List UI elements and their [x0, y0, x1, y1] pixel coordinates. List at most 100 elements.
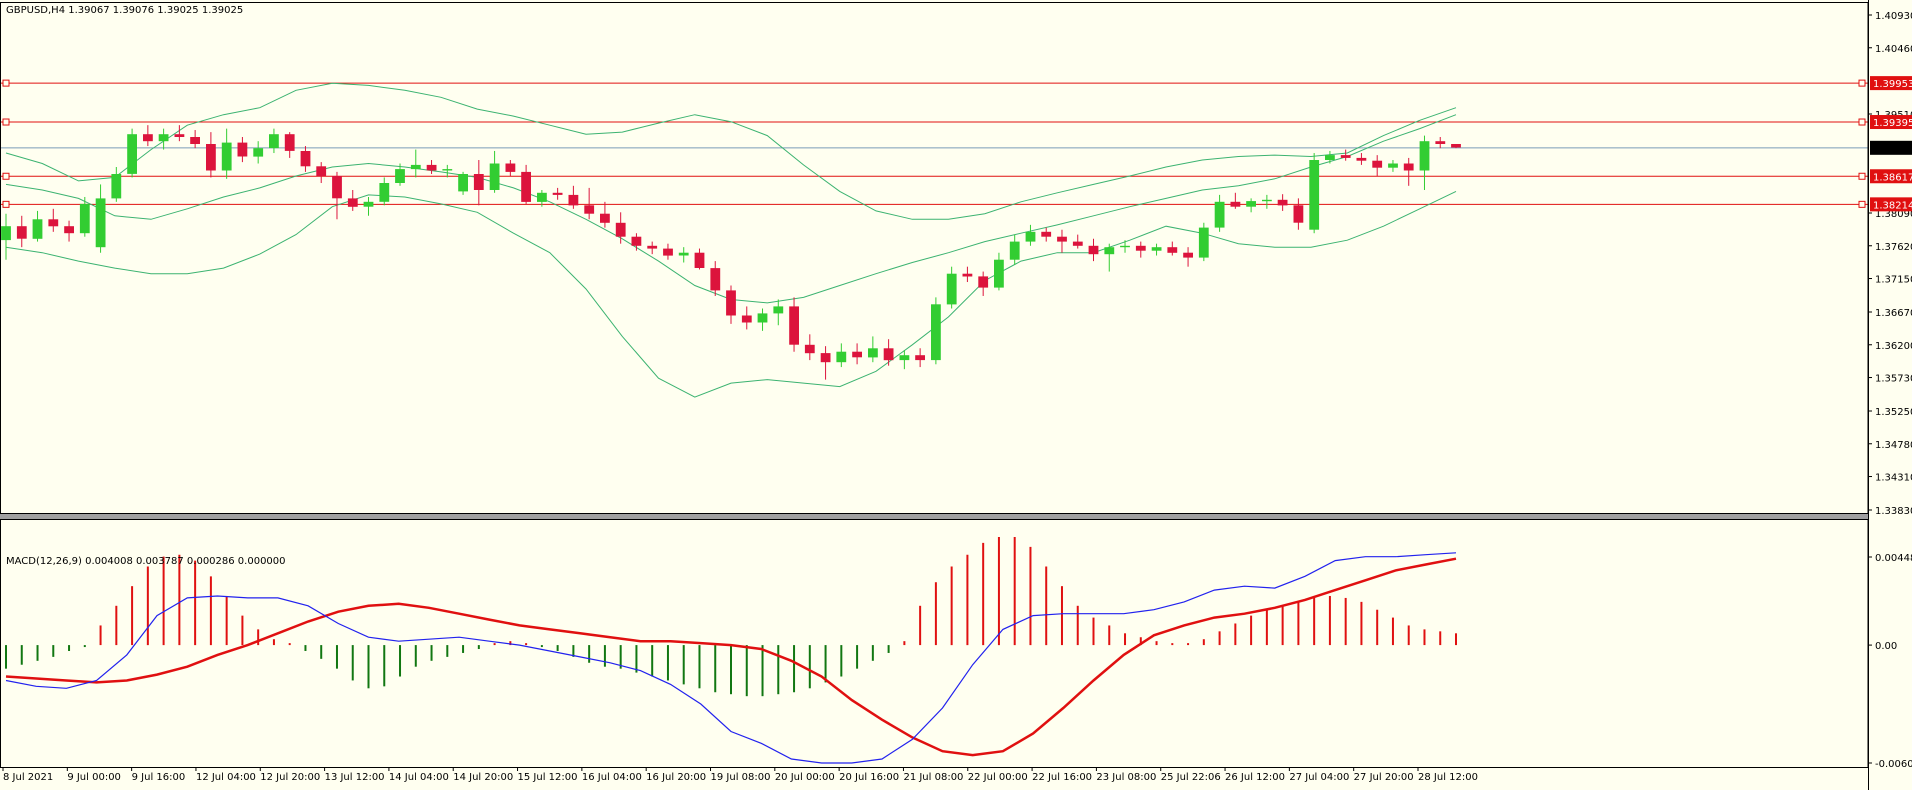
level-price-label: 1.38617 [1873, 172, 1912, 183]
price-tick-label: 1.37620 [1875, 242, 1912, 253]
candle-body [915, 355, 925, 361]
candle [79, 196, 90, 237]
candle [143, 125, 153, 147]
candle-body [568, 194, 579, 206]
candle [584, 187, 595, 220]
price-tags: 1.39953 1.39395 1.38617 1.38214 [1870, 76, 1912, 212]
candle-body [269, 134, 279, 149]
candle-body [1372, 160, 1383, 168]
candle [1388, 160, 1398, 172]
price-tick-label: 1.34780 [1875, 440, 1912, 451]
level-handle-left [2, 79, 10, 87]
candle [410, 149, 421, 178]
macd-tick-label: 0.00 [1875, 641, 1897, 652]
candle [442, 164, 453, 178]
candle [757, 308, 768, 331]
macd-pane[interactable]: MACD(12,26,9) 0.004008 0.003787 0.000286… [5, 537, 1457, 764]
candle [710, 261, 721, 296]
level-handle-left [2, 118, 10, 126]
candle [1167, 241, 1178, 256]
candle-body [1451, 144, 1461, 148]
candle [1419, 135, 1430, 190]
candle-body [946, 273, 957, 305]
candle-body [442, 169, 453, 171]
candle-body [1309, 160, 1320, 230]
price-pane[interactable]: GBPUSD,H4 1.39067 1.39076 1.39025 1.3902… [0, 5, 1868, 398]
candle-body [1277, 199, 1288, 206]
candle [237, 137, 248, 163]
candle-body [253, 148, 264, 157]
candle [16, 215, 27, 248]
candle [836, 343, 847, 368]
candle-body [1419, 141, 1430, 171]
candle-body [458, 174, 468, 192]
candle [978, 271, 989, 296]
candle-body [1135, 245, 1146, 251]
level-handle-right [1858, 172, 1866, 180]
candle-body [221, 142, 232, 171]
candle-body [978, 276, 989, 288]
candle [852, 343, 862, 365]
candle-body [1246, 201, 1256, 207]
candle [537, 189, 547, 207]
time-tick-label: 28 Jul 12:00 [1418, 772, 1478, 783]
time-tick-label: 25 Jul 22:06 [1161, 772, 1221, 783]
time-tick-label: 9 Jul 00:00 [67, 772, 121, 783]
candle [899, 350, 910, 370]
level-price-tag [1870, 76, 1912, 91]
candle [521, 164, 531, 204]
candle-body [615, 222, 626, 237]
candle-body [206, 144, 216, 171]
candle-body [363, 201, 374, 207]
level-price-label: 1.38214 [1873, 200, 1912, 211]
candle [741, 306, 752, 330]
horizontal-levels [0, 79, 1868, 208]
candle [1025, 224, 1036, 246]
candle-body [899, 355, 910, 361]
level-price-label: 1.39953 [1873, 79, 1912, 90]
time-tick-label: 16 Jul 04:00 [582, 772, 642, 783]
time-tick-label: 14 Jul 04:00 [389, 772, 449, 783]
candle-body [537, 192, 547, 202]
candle [190, 130, 200, 149]
time-tick-label: 27 Jul 04:00 [1289, 772, 1349, 783]
candle-body [962, 273, 973, 277]
level-handle-left [2, 172, 10, 180]
time-tick-label: 12 Jul 20:00 [260, 772, 320, 783]
candle [206, 132, 216, 178]
time-tick-label: 22 Jul 16:00 [1032, 772, 1092, 783]
candle [1372, 155, 1383, 177]
macd-main-line [5, 552, 1457, 764]
candle-body [48, 219, 59, 227]
candle-body [710, 268, 721, 291]
candle [694, 248, 705, 270]
candle-body [1167, 247, 1178, 253]
candle-body [1214, 201, 1225, 228]
candle [804, 334, 815, 361]
candle [1041, 227, 1052, 242]
candle-body [1151, 247, 1162, 251]
candle [1104, 243, 1115, 272]
candle [1198, 222, 1209, 262]
candle-body [127, 134, 137, 174]
candle-body [1340, 155, 1351, 158]
macd-signal-line [5, 557, 1457, 757]
candle-body [1356, 157, 1367, 161]
candle-body [158, 134, 169, 142]
candle [1120, 240, 1130, 253]
candle [473, 160, 484, 206]
candle-body [174, 134, 185, 137]
candle-body [868, 348, 878, 358]
chart-title: GBPUSD,H4 1.39067 1.39076 1.39025 1.3902… [6, 5, 243, 16]
candle-body [663, 248, 673, 256]
time-tick-label: 8 Jul 2021 [3, 772, 53, 783]
candle-body [1041, 231, 1052, 237]
candle [379, 177, 390, 206]
candle [1309, 153, 1320, 234]
candle [615, 212, 626, 244]
candle-body [1262, 199, 1272, 202]
candle-body [79, 203, 90, 234]
candle [631, 233, 642, 251]
candle [1183, 247, 1193, 267]
